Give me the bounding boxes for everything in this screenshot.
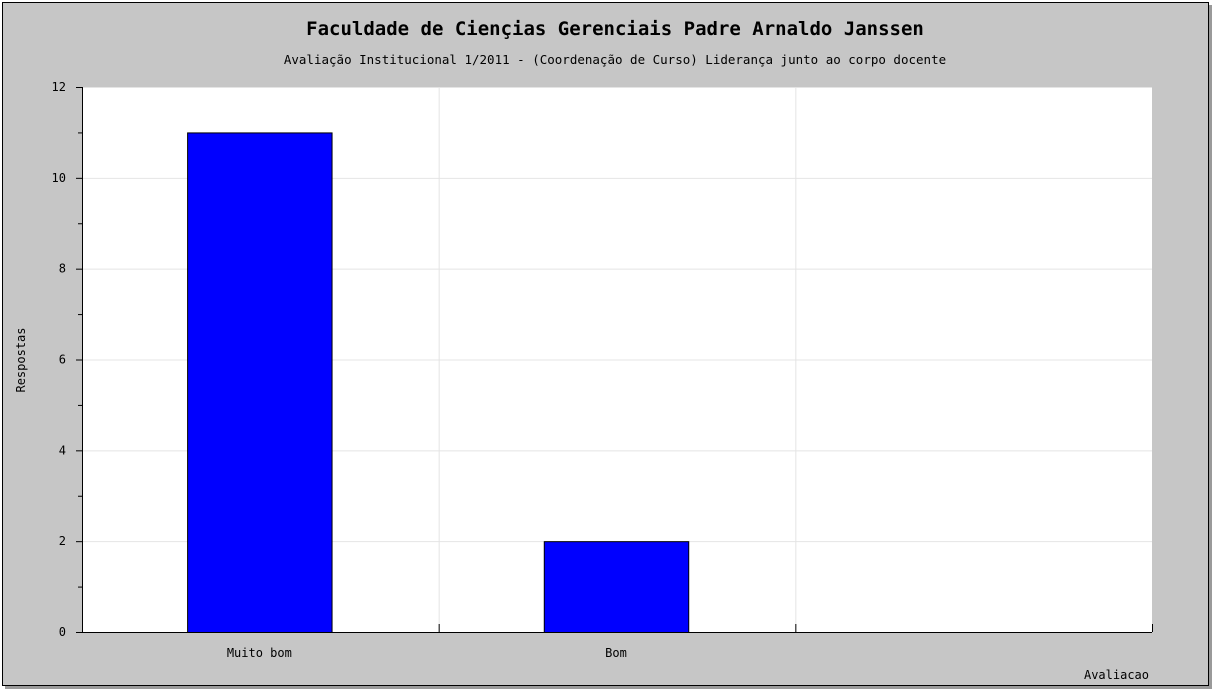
x-tick-label: Bom <box>605 646 627 660</box>
bar <box>543 541 690 634</box>
bar <box>187 132 333 634</box>
y-tick-label: 10 <box>52 171 66 185</box>
x-axis-label: Avaliacao <box>1084 668 1149 682</box>
chart-subtitle: Avaliação Institucional 1/2011 - (Coorde… <box>284 52 946 67</box>
bars-layer <box>187 132 690 634</box>
y-tick-label: 8 <box>59 262 66 276</box>
y-tick-label: 4 <box>59 443 66 457</box>
y-tick-label: 0 <box>59 625 66 639</box>
axes-layer <box>82 87 1152 633</box>
x-tick-label: Muito bom <box>227 646 292 660</box>
y-tick-label: 12 <box>52 80 66 94</box>
y-tick-label: 6 <box>59 353 66 367</box>
bar-chart: Faculdade de Ciençias Gerenciais Padre A… <box>14 18 1153 682</box>
y-axis-label: Respostas <box>14 327 28 392</box>
ticks-layer: 0 2 4 6 8 10 12 Muito bom Bom <box>52 80 1153 660</box>
y-tick-label: 2 <box>59 534 66 548</box>
chart-title: Faculdade de Ciençias Gerenciais Padre A… <box>306 18 924 40</box>
